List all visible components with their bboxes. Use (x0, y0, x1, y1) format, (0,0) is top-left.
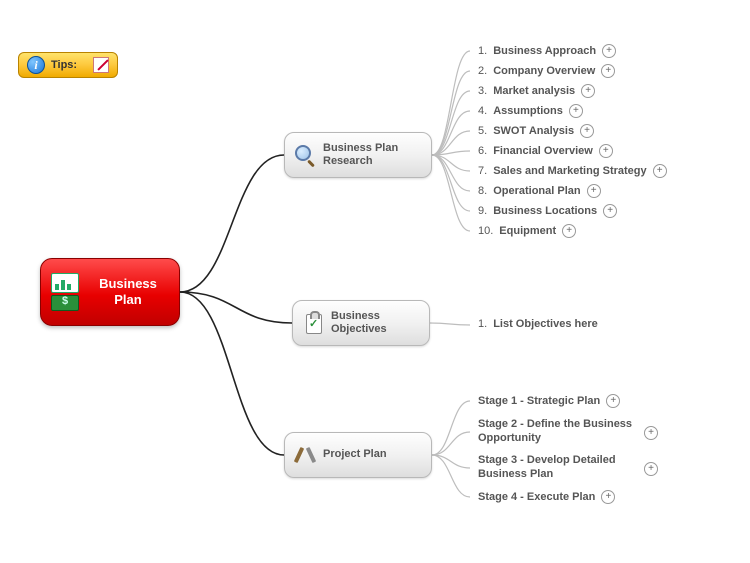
edit-icon[interactable] (93, 57, 109, 73)
money-icon (51, 295, 79, 311)
leaf-item[interactable]: 1. List Objectives here (478, 318, 598, 330)
expand-icon[interactable]: + (599, 144, 613, 158)
expand-icon[interactable]: + (562, 224, 576, 238)
tips-badge[interactable]: i Tips: (18, 52, 118, 78)
leaf-text: Stage 2 - Define the Business Opportunit… (478, 418, 638, 446)
branch-label-objectives: Business Objectives (331, 310, 419, 336)
branch-node-project[interactable]: Project Plan (284, 432, 432, 478)
magnify-icon (295, 145, 315, 165)
expand-icon[interactable]: + (581, 84, 595, 98)
leaf-text: Market analysis (493, 85, 575, 97)
expand-icon[interactable]: + (653, 164, 667, 178)
expand-icon[interactable]: + (601, 64, 615, 78)
branch-label-research: Business Plan Research (323, 142, 421, 168)
leaf-item[interactable]: 2. Company Overview + (478, 64, 615, 78)
leaf-text: Business Approach (493, 45, 596, 57)
root-node-business-plan[interactable]: Business Plan (40, 258, 180, 326)
expand-icon[interactable]: + (587, 184, 601, 198)
branch-node-objectives[interactable]: Business Objectives (292, 300, 430, 346)
leaf-text: Financial Overview (493, 145, 593, 157)
leaf-item[interactable]: 9. Business Locations + (478, 204, 617, 218)
leaf-number: 6. (478, 145, 487, 157)
leaf-item[interactable]: 1. Business Approach + (478, 44, 616, 58)
expand-icon[interactable]: + (644, 426, 658, 440)
expand-icon[interactable]: + (606, 394, 620, 408)
leaf-number: 4. (478, 105, 487, 117)
leaf-item[interactable]: 6. Financial Overview + (478, 144, 613, 158)
expand-icon[interactable]: + (601, 490, 615, 504)
leaf-text: List Objectives here (493, 318, 598, 330)
leaf-text: Stage 3 - Develop Detailed Business Plan (478, 454, 638, 482)
leaf-text: Operational Plan (493, 185, 580, 197)
leaf-item[interactable]: Stage 1 - Strategic Plan + (478, 394, 620, 408)
leaf-number: 5. (478, 125, 487, 137)
leaf-item[interactable]: 3. Market analysis + (478, 84, 595, 98)
branch-node-research[interactable]: Business Plan Research (284, 132, 432, 178)
chart-icon (51, 273, 79, 293)
leaf-text: Assumptions (493, 105, 563, 117)
leaf-text: Equipment (499, 225, 556, 237)
leaf-number: 3. (478, 85, 487, 97)
leaf-number: 9. (478, 205, 487, 217)
root-label: Business Plan (87, 276, 169, 307)
leaf-number: 1. (478, 45, 487, 57)
branch-label-project: Project Plan (323, 448, 387, 461)
leaf-number: 1. (478, 318, 487, 330)
leaf-number: 8. (478, 185, 487, 197)
leaf-item[interactable]: 7. Sales and Marketing Strategy + (478, 164, 667, 178)
leaf-text: Company Overview (493, 65, 595, 77)
leaf-item[interactable]: Stage 2 - Define the Business Opportunit… (478, 418, 658, 446)
leaf-text: Sales and Marketing Strategy (493, 165, 646, 177)
leaf-text: Business Locations (493, 205, 597, 217)
leaf-item[interactable]: 8. Operational Plan + (478, 184, 601, 198)
leaf-item[interactable]: Stage 4 - Execute Plan + (478, 490, 615, 504)
info-icon: i (27, 56, 45, 74)
leaf-item[interactable]: 10. Equipment + (478, 224, 576, 238)
leaf-item[interactable]: Stage 3 - Develop Detailed Business Plan… (478, 454, 658, 482)
leaf-item[interactable]: 4. Assumptions + (478, 104, 583, 118)
tools-icon (295, 445, 315, 465)
expand-icon[interactable]: + (644, 462, 658, 476)
leaf-text: Stage 4 - Execute Plan (478, 491, 595, 503)
tips-label: Tips: (51, 59, 77, 71)
leaf-text: SWOT Analysis (493, 125, 574, 137)
expand-icon[interactable]: + (580, 124, 594, 138)
expand-icon[interactable]: + (602, 44, 616, 58)
clipboard-icon (303, 313, 323, 333)
leaf-number: 10. (478, 225, 493, 237)
leaf-number: 2. (478, 65, 487, 77)
root-icon-group (51, 273, 79, 311)
leaf-item[interactable]: 5. SWOT Analysis + (478, 124, 594, 138)
leaf-text: Stage 1 - Strategic Plan (478, 395, 600, 407)
mindmap-canvas: i Tips: Business Plan Business Plan Rese… (0, 0, 750, 563)
leaf-number: 7. (478, 165, 487, 177)
expand-icon[interactable]: + (603, 204, 617, 218)
expand-icon[interactable]: + (569, 104, 583, 118)
